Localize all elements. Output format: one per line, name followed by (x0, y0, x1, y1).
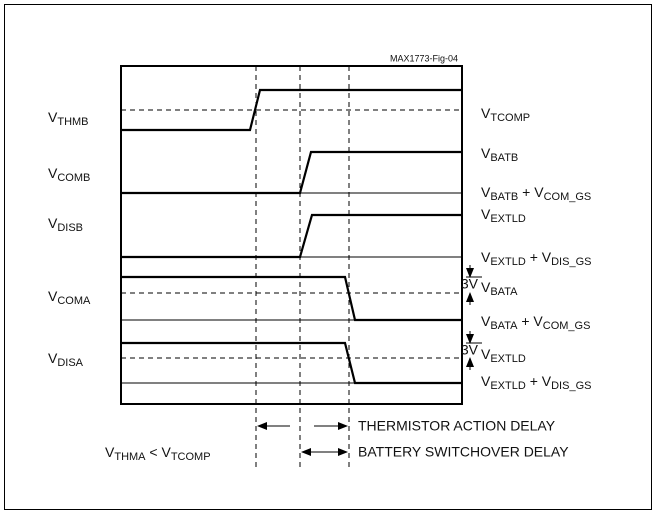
subscript: DIS_GS (551, 256, 591, 268)
label-part: V (48, 109, 58, 125)
level-label: VEXTLD (481, 346, 526, 365)
time-markers (255, 66, 350, 468)
level-label: VBATB + VCOM_GS (481, 184, 591, 203)
plot-frame (120, 65, 463, 405)
subscript: EXTLD (490, 380, 526, 392)
label-part: + V (526, 373, 552, 389)
subscript: COM_GS (543, 320, 591, 332)
label-part: V (105, 444, 115, 460)
label-part: V (481, 373, 491, 389)
label-part: V (481, 346, 491, 362)
signal-label: VDISB (48, 215, 83, 234)
delay-label: THERMISTOR ACTION DELAY (358, 418, 556, 434)
subscript: BATA (490, 320, 518, 332)
label-part: V (481, 249, 491, 265)
subscript: THMA (114, 451, 146, 463)
figure-id: MAX1773-Fig-04 (390, 53, 458, 63)
subscript: EXTLD (490, 213, 526, 225)
level-label: VBATA + VCOM_GS (481, 313, 590, 332)
waveforms (121, 88, 462, 385)
three-volt-label: 3V (461, 276, 479, 292)
label-part: V (481, 279, 491, 295)
subscript: DISB (57, 222, 83, 234)
level-label: VBATB (481, 145, 518, 164)
label-part: V (48, 165, 58, 181)
label-part: V (48, 215, 58, 231)
subscript: BATB (490, 152, 518, 164)
signal-label: VCOMA (48, 288, 91, 307)
signal-label: VDISA (48, 350, 84, 369)
label-part: V (48, 350, 58, 366)
three-volt-label: 3V (461, 342, 479, 358)
delay-label: BATTERY SWITCHOVER DELAY (358, 444, 569, 460)
subscript: DIS_GS (551, 380, 591, 392)
subscript: EXTLD (490, 256, 526, 268)
label-part: V (481, 206, 491, 222)
subscript: BATA (490, 286, 518, 298)
level-label: VTCOMP (481, 105, 530, 124)
subscript: BATB (490, 191, 518, 203)
subscript: THMB (57, 116, 88, 128)
subscript: TCOMP (171, 451, 211, 463)
label-part: + V (518, 184, 544, 200)
subscript: COMA (57, 295, 91, 307)
subscript: EXTLD (490, 353, 526, 365)
label-part: + V (517, 313, 543, 329)
label-part: V (481, 145, 491, 161)
outer-frame (4, 4, 652, 510)
three-volt-arrows (466, 265, 482, 370)
label-part: < V (146, 444, 172, 460)
delay-arrows (257, 422, 348, 456)
subscript: TCOMP (490, 112, 530, 124)
level-label: VBATA (481, 279, 518, 298)
subscript: COM_GS (544, 191, 592, 203)
signal-label: VTHMB (48, 109, 89, 128)
label-part: V (481, 105, 491, 121)
subscript: COMB (57, 172, 90, 184)
level-label: VEXTLD (481, 206, 526, 225)
condition-label: VTHMA < VTCOMP (105, 444, 211, 463)
subscript: DISA (57, 357, 83, 369)
signal-label: VCOMB (48, 165, 90, 184)
label-part: + V (526, 249, 552, 265)
level-label: VEXTLD + VDIS_GS (481, 373, 591, 392)
level-label: VEXTLD + VDIS_GS (481, 249, 591, 268)
label-part: V (481, 313, 491, 329)
label-part: V (481, 184, 491, 200)
label-part: V (48, 288, 58, 304)
